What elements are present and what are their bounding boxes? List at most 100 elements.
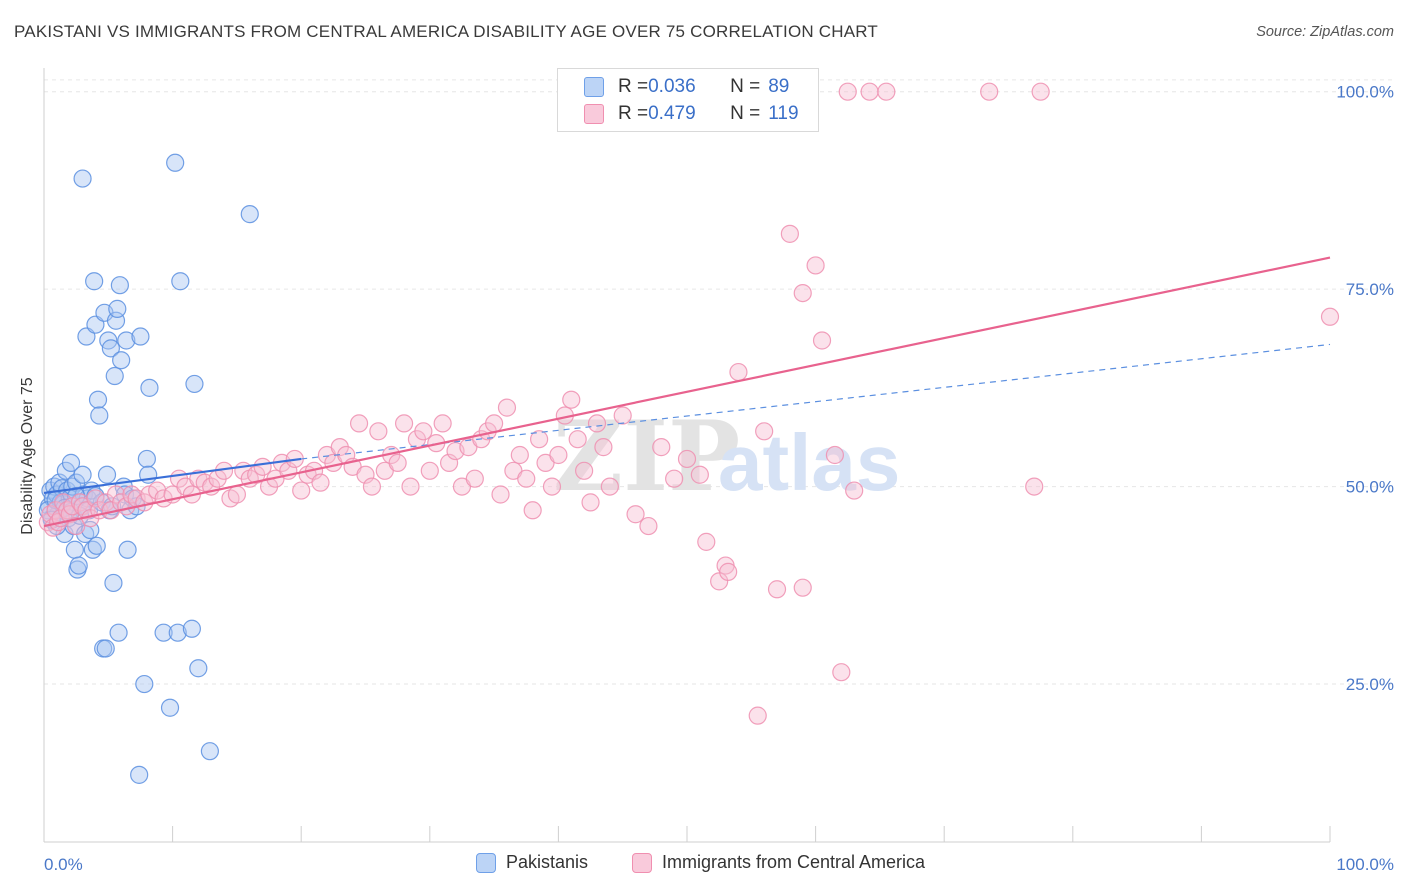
data-point bbox=[369, 422, 388, 441]
legend-n-label: N = bbox=[730, 103, 761, 124]
data-point bbox=[65, 540, 84, 559]
data-point bbox=[73, 465, 92, 484]
legend-n-label: N = bbox=[730, 76, 761, 97]
data-point bbox=[73, 169, 92, 188]
data-point bbox=[697, 532, 716, 551]
data-point bbox=[137, 449, 156, 469]
data-point bbox=[154, 623, 173, 642]
data-point bbox=[292, 481, 311, 500]
data-point bbox=[311, 473, 330, 492]
axes bbox=[43, 68, 1331, 843]
trend-line-central-america bbox=[43, 256, 1331, 528]
data-point bbox=[594, 438, 613, 457]
x-tick-label: 0.0% bbox=[44, 855, 83, 874]
data-point bbox=[497, 398, 517, 417]
data-point bbox=[793, 578, 812, 597]
y-tick-label: 75.0% bbox=[1346, 280, 1394, 299]
data-point bbox=[652, 438, 671, 457]
data-point bbox=[812, 331, 832, 350]
data-point bbox=[845, 481, 864, 500]
legend-swatch-pink bbox=[584, 104, 604, 124]
data-point bbox=[838, 82, 857, 101]
data-point bbox=[530, 430, 549, 449]
data-point bbox=[719, 562, 738, 581]
legend-r-value: 0.479 bbox=[648, 103, 696, 124]
data-point bbox=[806, 256, 825, 275]
data-point bbox=[767, 580, 787, 599]
data-point bbox=[200, 742, 219, 761]
data-point bbox=[613, 406, 632, 425]
data-point bbox=[562, 390, 581, 409]
y-tick-label: 50.0% bbox=[1346, 478, 1394, 497]
data-point bbox=[600, 477, 619, 496]
data-point bbox=[160, 698, 180, 717]
data-point bbox=[101, 339, 120, 358]
data-point bbox=[96, 639, 115, 658]
data-point bbox=[67, 516, 86, 536]
data-point bbox=[485, 414, 504, 433]
data-point bbox=[130, 765, 149, 784]
grid-lines bbox=[44, 79, 1394, 685]
data-point bbox=[349, 414, 369, 433]
data-point bbox=[677, 449, 697, 469]
data-point bbox=[109, 623, 128, 642]
data-point bbox=[729, 362, 748, 382]
data-point bbox=[118, 540, 137, 559]
data-point bbox=[690, 465, 709, 484]
data-point bbox=[189, 659, 208, 678]
legend-n-value: 89 bbox=[768, 76, 790, 97]
data-point bbox=[420, 461, 439, 480]
legend-r-label: R = bbox=[618, 103, 649, 124]
data-point bbox=[105, 366, 124, 386]
legend-item-pakistanis[interactable]: Pakistanis bbox=[476, 852, 588, 873]
data-point bbox=[140, 378, 159, 397]
legend-label-central-america: Immigrants from Central America bbox=[662, 852, 926, 872]
data-point bbox=[439, 453, 459, 472]
data-point bbox=[86, 489, 105, 508]
data-point bbox=[88, 390, 108, 409]
data-point bbox=[465, 469, 484, 488]
data-point bbox=[523, 501, 542, 520]
legend-r-label: R = bbox=[618, 76, 649, 97]
data-point bbox=[135, 674, 154, 694]
data-point bbox=[87, 536, 106, 555]
data-point bbox=[1320, 307, 1340, 326]
data-point bbox=[665, 469, 684, 488]
data-point bbox=[1031, 82, 1050, 101]
data-point bbox=[877, 82, 896, 101]
data-point bbox=[110, 276, 129, 295]
legend-swatch-blue bbox=[584, 77, 604, 97]
legend-row-pakistanis: R = 0.036 N = 89 bbox=[584, 75, 789, 99]
data-point bbox=[227, 485, 246, 504]
data-point bbox=[575, 461, 594, 480]
data-point bbox=[131, 327, 150, 346]
data-point bbox=[85, 272, 104, 291]
watermark-zip: ZIP bbox=[553, 400, 740, 513]
data-point bbox=[755, 422, 774, 441]
data-point bbox=[748, 706, 767, 725]
data-point bbox=[626, 505, 645, 524]
data-point bbox=[587, 414, 607, 433]
legend-row-central-america: R = 0.479 N = 119 bbox=[584, 102, 799, 126]
legend-item-central-america[interactable]: Immigrants from Central America bbox=[632, 852, 925, 873]
stats-legend: R = 0.036 N = 89 R = 0.479 N = 119 bbox=[557, 68, 819, 132]
data-point bbox=[832, 663, 851, 682]
data-point bbox=[171, 272, 190, 291]
legend-r-value: 0.036 bbox=[648, 76, 696, 97]
data-point bbox=[980, 82, 999, 101]
data-point bbox=[97, 465, 117, 484]
data-point bbox=[1025, 477, 1044, 496]
data-point bbox=[356, 465, 375, 484]
data-point bbox=[185, 374, 204, 394]
data-point bbox=[581, 493, 600, 512]
watermark: ZIP atlas bbox=[553, 400, 900, 513]
y-tick-label: 100.0% bbox=[1336, 83, 1394, 102]
legend-label-pakistanis: Pakistanis bbox=[506, 852, 589, 872]
data-point bbox=[388, 453, 407, 472]
data-point bbox=[568, 430, 587, 449]
data-point bbox=[860, 82, 879, 101]
legend-swatch-blue bbox=[476, 852, 496, 873]
data-point bbox=[362, 477, 382, 496]
series-legend: Pakistanis Immigrants from Central Ameri… bbox=[0, 852, 1406, 878]
